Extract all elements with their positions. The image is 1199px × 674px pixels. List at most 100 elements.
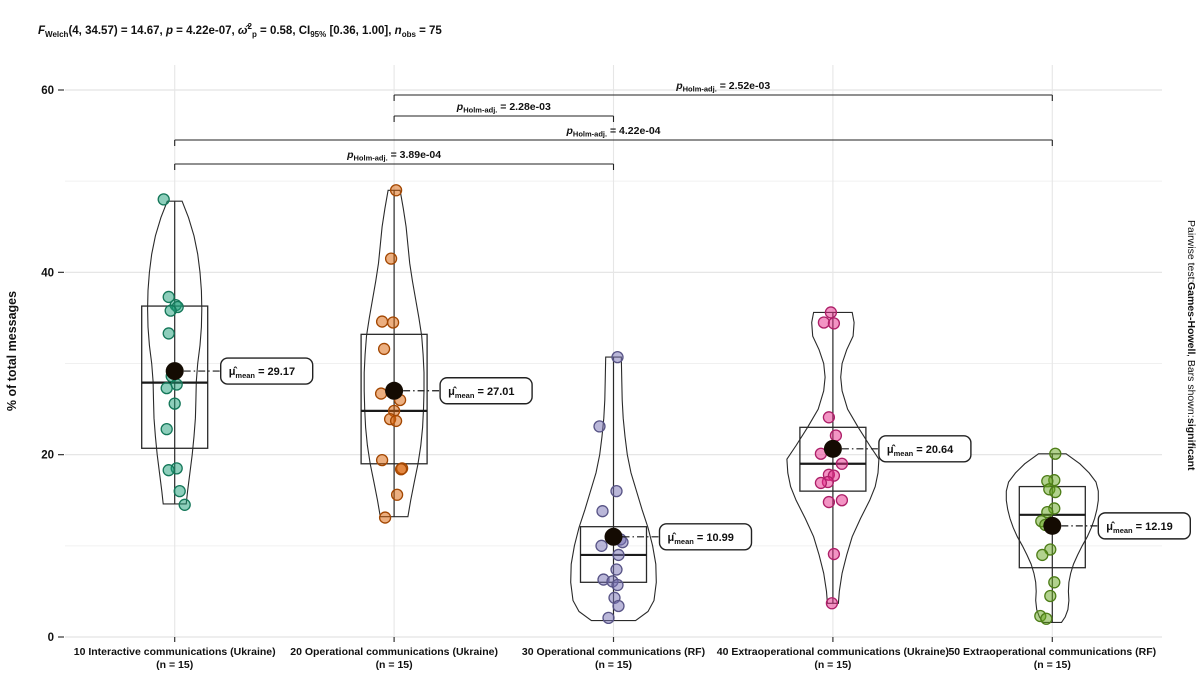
data-point — [164, 304, 177, 317]
data-point — [611, 578, 624, 592]
mean-point — [604, 527, 623, 546]
mean-point — [165, 362, 184, 381]
data-point — [835, 457, 849, 470]
text-segment: 2 — [247, 22, 252, 31]
mean-label: μ̂mean = 27.01 — [448, 386, 514, 400]
bracket-p-label: pHolm-adj. = 2.28e-03 — [456, 101, 551, 115]
data-point — [389, 414, 403, 428]
bracket-p-label: pHolm-adj. = 2.52e-03 — [675, 80, 770, 94]
y-axis-title: % of total messages — [5, 291, 19, 411]
stats-subtitle: FWelch(4, 34.57) = 14.67, p = 4.22e-07, … — [38, 22, 442, 39]
data-point — [829, 429, 843, 442]
data-point — [384, 252, 398, 265]
data-point — [827, 317, 841, 330]
data-point — [173, 484, 186, 498]
data-point — [178, 498, 191, 511]
mean-label-box — [1097, 512, 1192, 540]
violin-outline — [147, 200, 203, 505]
data-point — [612, 548, 625, 562]
data-point — [375, 453, 389, 467]
data-point — [157, 193, 170, 206]
text-segment: Welch — [45, 30, 69, 40]
data-point — [595, 539, 608, 552]
mean-label-box — [219, 357, 314, 385]
data-point — [822, 411, 836, 424]
y-tick-label: 40 — [41, 267, 54, 279]
mean-label: μ̂mean = 12.19 — [1106, 521, 1172, 535]
x-tick-label: 10 Interactive communications (Ukraine) — [74, 646, 276, 658]
data-point — [386, 316, 400, 329]
violin-outline — [570, 356, 657, 622]
violin-group-3: μ̂mean = 10.99 — [570, 350, 753, 625]
data-point — [596, 505, 609, 518]
data-point — [170, 378, 183, 391]
data-point — [610, 563, 623, 576]
data-point — [822, 495, 836, 509]
x-tick-sublabel: (n = 15) — [814, 659, 851, 671]
data-point — [162, 464, 175, 477]
box — [360, 333, 428, 465]
data-point — [610, 484, 623, 498]
mean-label-box — [878, 435, 972, 463]
mean-label: μ̂mean = 10.99 — [668, 532, 734, 546]
box — [799, 426, 867, 492]
data-point — [162, 327, 175, 340]
text-segment: Pairwise test: — [1185, 219, 1197, 282]
text-segment: [0.36, 1.00], — [326, 24, 395, 37]
data-point — [1036, 548, 1049, 562]
text-segment: ω̂ — [237, 24, 248, 37]
x-tick-label: 50 Extraoperational communications (RF) — [948, 646, 1156, 658]
text-segment: 95% — [310, 30, 327, 40]
text-segment: p — [165, 24, 173, 37]
data-point — [394, 463, 408, 476]
x-tick-sublabel: (n = 15) — [595, 659, 632, 671]
mean-label: μ̂mean = 29.17 — [229, 366, 295, 380]
data-point — [827, 547, 841, 561]
y-tick-label: 20 — [41, 450, 54, 462]
data-point — [389, 184, 403, 197]
text-segment: = 0.58, CI — [256, 24, 311, 37]
text-segment: = 4.22e-07, — [172, 24, 238, 37]
pairwise-caption: Pairwise test: Games-Howell , Bars shown… — [1185, 65, 1197, 625]
text-segment: p — [251, 30, 257, 40]
text-segment: n — [394, 24, 402, 37]
data-point — [162, 290, 175, 304]
y-axis: 0 20 40 60 % of total messages — [5, 85, 64, 644]
text-segment: (4, 34.57) = 14.67, — [68, 24, 166, 37]
data-point — [374, 387, 388, 400]
data-point — [168, 397, 181, 410]
data-point — [1049, 485, 1062, 499]
data-point — [611, 350, 624, 364]
data-point — [378, 511, 392, 524]
text-segment: = 75 — [415, 24, 442, 37]
data-point — [1040, 612, 1053, 625]
violin-group-4: μ̂mean = 20.64 — [786, 306, 972, 610]
data-point — [602, 611, 615, 625]
data-point — [377, 342, 391, 356]
data-point — [390, 488, 404, 501]
violin-group-5: μ̂mean = 12.19 — [1005, 447, 1192, 625]
data-point — [160, 381, 173, 395]
y-tick-label: 0 — [48, 632, 54, 644]
text-segment: significant — [1185, 417, 1197, 471]
text-segment: , Bars shown: — [1185, 354, 1197, 418]
x-tick-label: 30 Operational communications (RF) — [522, 646, 705, 658]
comparison-bracket: pHolm-adj. = 2.52e-03 — [393, 80, 1053, 101]
data-point — [1048, 576, 1061, 589]
x-tick-sublabel: (n = 15) — [1034, 659, 1071, 671]
data-point — [824, 306, 838, 319]
data-point — [375, 315, 389, 328]
bracket-p-label: pHolm-adj. = 4.22e-04 — [565, 125, 660, 139]
data-point — [160, 422, 173, 436]
x-tick-sublabel: (n = 15) — [376, 659, 413, 671]
x-axis: 10 Interactive communications (Ukraine)(… — [74, 637, 1156, 671]
x-tick-sublabel: (n = 15) — [156, 659, 193, 671]
violin-group-1: μ̂mean = 29.17 — [141, 193, 314, 511]
comparison-bracket: pHolm-adj. = 3.89e-04 — [174, 149, 615, 170]
bracket-p-label: pHolm-adj. = 3.89e-04 — [346, 149, 441, 163]
data-point — [814, 476, 828, 490]
mean-label-box — [439, 377, 533, 405]
text-segment: obs — [401, 30, 416, 40]
comparison-bracket: pHolm-adj. = 4.22e-04 — [174, 125, 1053, 146]
